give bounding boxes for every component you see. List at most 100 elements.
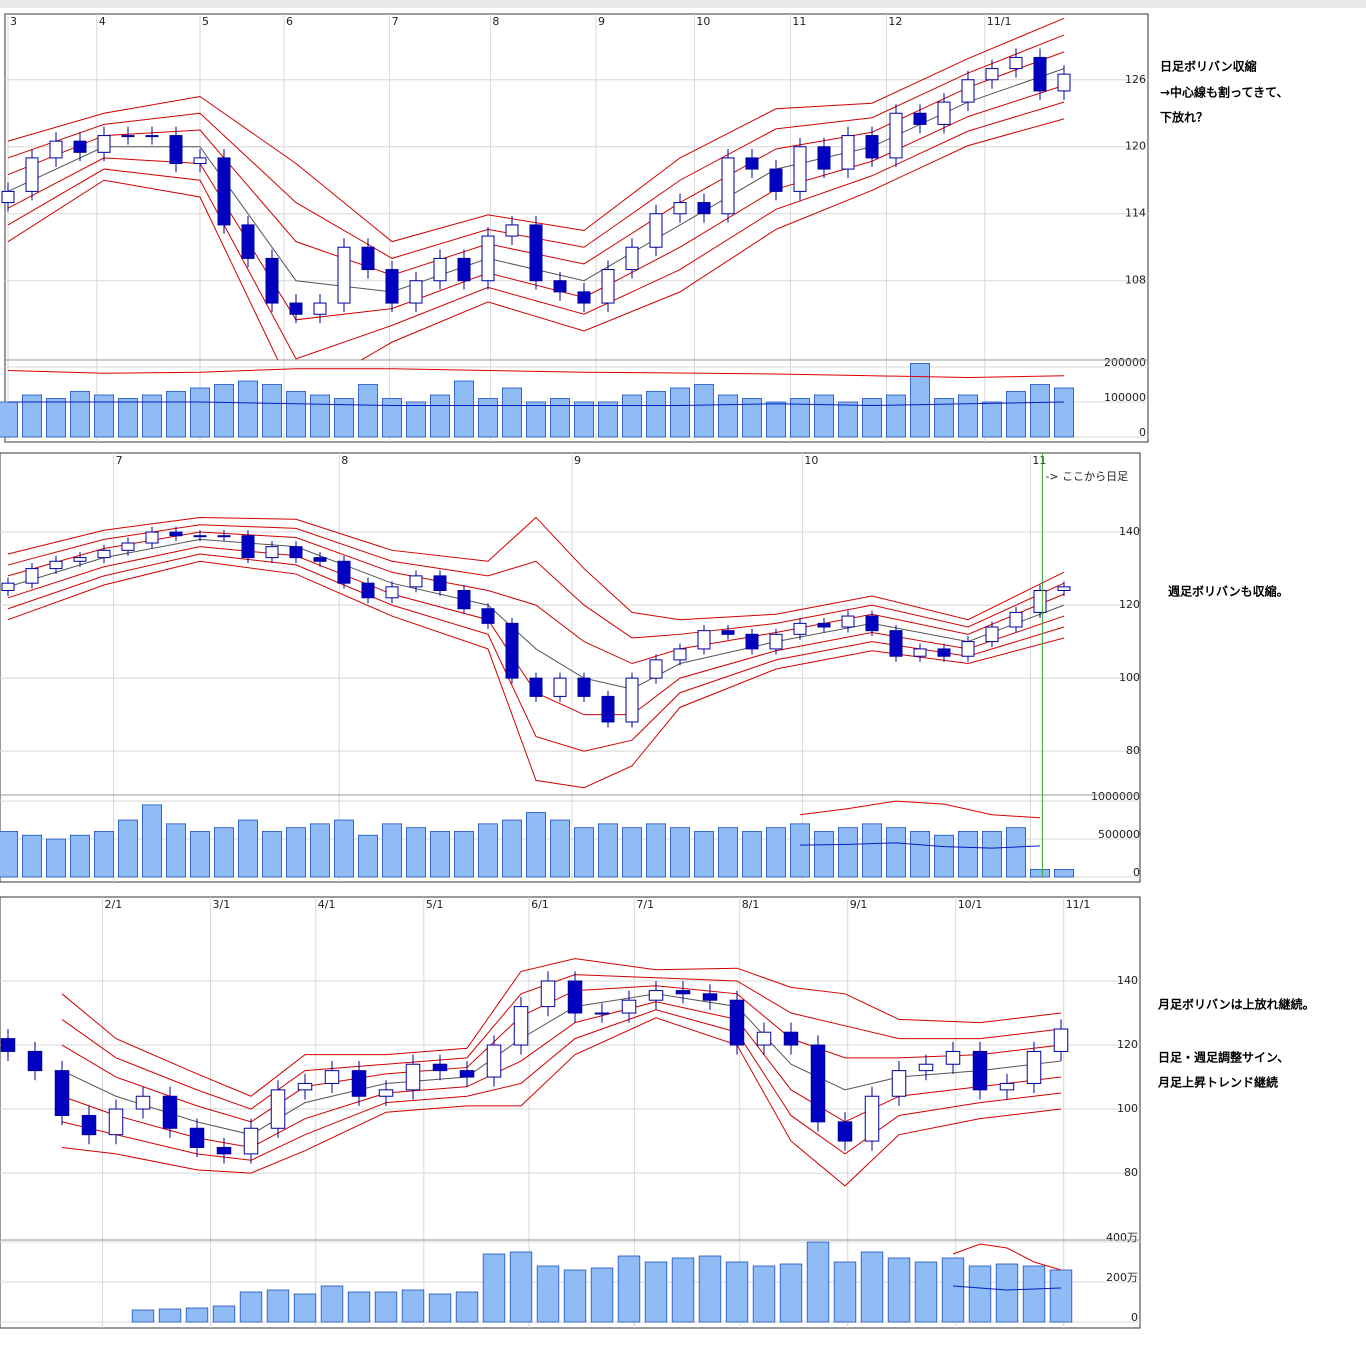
bollinger-line (7, 538, 1065, 690)
x-tick-label: 5/1 (426, 898, 444, 911)
candle-body (673, 648, 687, 661)
volume-bar (814, 394, 835, 438)
volume-bar (550, 819, 571, 878)
x-tick-label: 10/1 (958, 898, 983, 911)
volume-bar (213, 827, 234, 878)
candle-body (745, 633, 759, 650)
x-tick-label: 11 (792, 15, 806, 28)
volume-tick-label: 200万 (1106, 1271, 1138, 1284)
annotation: 月足上昇トレンド継続 (1157, 1075, 1278, 1090)
candle-body (810, 1044, 826, 1123)
volume-bar (886, 394, 907, 438)
candle-body (145, 531, 159, 544)
volume-tick-label: 500000 (1098, 828, 1140, 841)
candle-body (745, 157, 759, 170)
volume-bar (814, 831, 835, 878)
volume-bar (862, 398, 883, 438)
candle-body (972, 1050, 988, 1091)
volume-bar (718, 827, 739, 878)
volume-bar (886, 827, 907, 878)
x-tick-label: 8/1 (742, 898, 760, 911)
volume-bar (718, 394, 739, 438)
volume-bar (622, 394, 643, 438)
candle-body (697, 630, 711, 650)
candle-body (1009, 611, 1023, 628)
volume-average-line (952, 1243, 1062, 1271)
candle-body (891, 1070, 907, 1097)
volume-bar (670, 387, 691, 438)
volume-bar (806, 1241, 830, 1323)
candle-body (961, 641, 975, 657)
candle-body (313, 302, 327, 315)
volume-average-line (8, 401, 1065, 407)
volume-bar (779, 1263, 803, 1323)
candle-body (135, 1095, 151, 1110)
volume-bar (617, 1255, 641, 1323)
candle-body (889, 112, 903, 159)
candle-body (241, 224, 255, 259)
volume-tick-label: 0 (1133, 866, 1140, 879)
candle-body (433, 575, 447, 591)
candle-body (721, 630, 735, 635)
volume-bar (742, 831, 763, 878)
volume-bar (1006, 827, 1027, 878)
candle-body (913, 648, 927, 657)
volume-bar (860, 1251, 884, 1323)
volume-bar (622, 827, 643, 878)
y-tick-label: 80 (1124, 1166, 1138, 1179)
marker-label: -> ここから日足 (1045, 470, 1128, 483)
candle-body (73, 140, 87, 153)
y-tick-label: 80 (1126, 744, 1140, 757)
candle-body (865, 615, 879, 632)
candle-body (243, 1127, 259, 1155)
candle-body (961, 79, 975, 103)
candle-body (265, 257, 279, 304)
candle-body (729, 999, 745, 1046)
candle-body (937, 648, 951, 657)
candle-body (1033, 56, 1047, 92)
volume-bar (563, 1269, 587, 1323)
bollinger-line (7, 118, 1065, 360)
candle-body (385, 586, 399, 599)
candle-body (378, 1089, 394, 1097)
x-tick-label: 5 (202, 15, 209, 28)
volume-bar (1006, 391, 1027, 438)
candle-body (193, 157, 207, 164)
candle-body (673, 202, 687, 215)
volume-bar (320, 1285, 344, 1323)
volume-average-line (799, 800, 1041, 819)
candle-body (337, 560, 351, 584)
x-tick-label: 9 (598, 15, 605, 28)
y-tick-label: 140 (1117, 974, 1138, 987)
volume-bar (958, 831, 979, 878)
y-tick-label: 108 (1125, 274, 1146, 287)
candle-body (648, 990, 664, 1001)
volume-bar (725, 1261, 749, 1323)
candle-body (865, 135, 879, 159)
volume-bar (237, 380, 258, 438)
candle-body (169, 531, 183, 537)
volume-bar (94, 831, 115, 878)
y-tick-label: 120 (1119, 598, 1140, 611)
volume-bar (958, 394, 979, 438)
y-tick-label: 114 (1125, 207, 1146, 220)
toolbar-strip (0, 0, 1366, 8)
candle-body (1009, 56, 1023, 70)
volume-bar (309, 823, 330, 878)
volume-bar (501, 819, 522, 878)
volume-bar (213, 384, 234, 438)
panel: 3 4 5 6 7 8 9 10 11 12 11/1 108 114 120 126 0 100000 2000… (0, 13, 1289, 443)
candle-body (97, 135, 111, 153)
volume-bar (141, 394, 162, 438)
candle-body (864, 1095, 880, 1142)
candle-body (457, 257, 471, 282)
volume-bar (285, 827, 306, 878)
volume-bar (237, 819, 258, 878)
volume-bar (118, 398, 139, 438)
volume-bar (694, 384, 715, 438)
volume-bar (598, 823, 619, 878)
annotation: 月足ボリバンは上放れ継続。 (1157, 997, 1315, 1012)
candle-body (189, 1127, 205, 1148)
candle-body (945, 1050, 961, 1065)
candle-body (697, 202, 711, 215)
